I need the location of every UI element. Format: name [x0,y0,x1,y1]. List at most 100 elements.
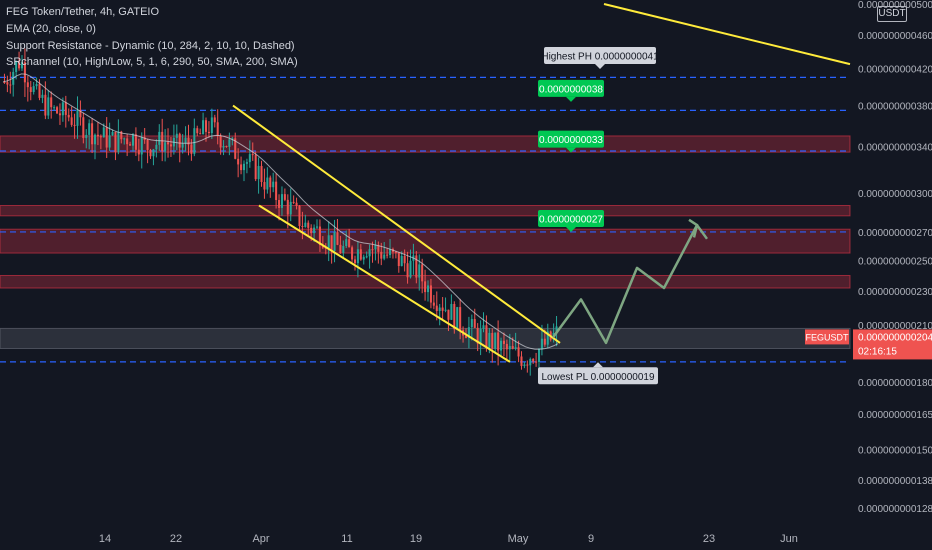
y-tick-label: 0.0000000003000 [858,189,932,200]
candle [535,361,538,363]
y-tick-label: 0.0000000001500 [858,445,932,456]
candle [345,239,348,246]
x-tick-label: 14 [99,533,111,545]
indicator-ema[interactable]: EMA (20, close, 0) [6,23,96,35]
candle [64,102,67,115]
annotation-text: Highest PH 0.0000000041 [541,52,659,63]
candle [435,305,438,312]
candle [193,128,196,154]
candle [47,97,50,116]
candle [61,102,64,116]
candle [447,309,450,320]
candle [251,154,254,156]
candle [315,226,319,228]
channel-lower-line [258,204,511,363]
candle [380,251,383,259]
candle [497,332,500,351]
candle [330,235,333,251]
candle [152,149,155,157]
annotation-text: 0.0000000033 [539,135,603,146]
candle [9,84,12,86]
candle [88,123,91,135]
y-tick-label: 0.0000000001800 [858,378,932,389]
candle [479,328,482,344]
candle [473,319,476,328]
candle [216,122,219,136]
candle [505,343,508,350]
label-pointer [593,362,603,368]
candle [421,264,424,282]
candle [333,232,336,251]
candle [108,135,111,148]
level-label [538,130,604,148]
candle [245,162,248,164]
x-tick-label: 11 [341,533,352,545]
x-tick-label: Jun [780,533,798,545]
candle [204,120,208,132]
channel-upper-line [232,104,561,344]
pivot-label [538,367,658,385]
candle [82,117,85,139]
candle [85,134,88,139]
currency-badge[interactable]: USDT [877,6,907,22]
y-tick-label: 0.0000000001650 [858,410,932,421]
candle [389,249,392,256]
candle [91,123,94,145]
candle [187,137,190,145]
candle [79,109,82,118]
candle [532,359,535,362]
candle [318,226,321,246]
level-label [538,209,604,227]
x-tick-label: 23 [703,533,715,545]
candle [76,109,79,126]
candle [409,260,412,278]
candle [178,133,181,148]
candle [222,146,225,148]
candle [146,139,149,150]
candle [260,165,263,182]
candle [543,338,546,345]
label-pointer [566,147,576,153]
candle [511,346,514,349]
candle [526,364,529,366]
candle [123,138,126,140]
candle [348,239,351,248]
candle [529,359,532,366]
candle [3,81,6,83]
candle [459,307,462,331]
candle [424,281,427,293]
candle [23,62,26,83]
symbol-tag [805,329,849,345]
x-tick-label: 19 [410,533,422,545]
candle [432,302,435,306]
candle [219,135,222,148]
candle [374,245,377,250]
sr-zone [0,204,851,217]
candle [56,107,59,114]
candle [283,194,286,200]
indicator-support-resistance[interactable]: Support Resistance - Dynamic (10, 284, 2… [6,40,295,52]
candle [175,133,178,138]
candle [272,181,275,188]
candle [99,136,102,138]
candle [327,235,330,248]
y-tick-label: 0.0000000005000 [858,0,932,11]
candle [96,134,99,137]
level-label [538,79,604,97]
candle [158,131,161,145]
candle [488,332,491,348]
candle [280,194,283,208]
candle [242,163,246,171]
x-tick-label: 9 [588,533,594,545]
candle [210,117,213,134]
indicator-srchannel[interactable]: SRchannel (10, High/Low, 5, 1, 6, 290, 5… [6,56,298,68]
candle [438,307,441,312]
candle [126,138,129,145]
y-tick-label: 0.0000000004200 [858,64,932,75]
annotation-text: Lowest PL 0.0000000019 [541,372,654,383]
candle [202,120,205,135]
candle [537,349,541,362]
candle [400,255,403,267]
